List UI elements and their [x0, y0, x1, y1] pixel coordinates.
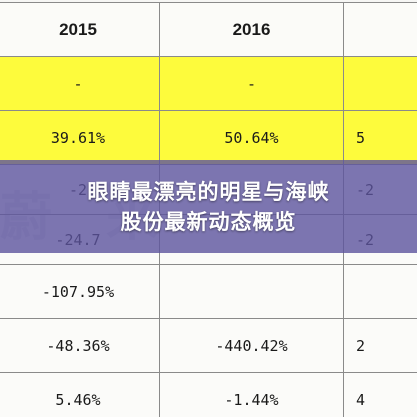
banner-title-line-2: 股份最新动态概览: [120, 209, 297, 234]
banner-title-line-1: 眼睛最漂亮的明星与海峡: [87, 179, 330, 204]
title-banner: 眼睛最漂亮的明星与海峡 股份最新动态概览: [0, 160, 417, 253]
table-cell: [343, 56, 417, 111]
table-cell: 5: [343, 110, 417, 165]
table-row: -107.95%: [0, 264, 417, 319]
table-cell: 4: [343, 372, 417, 417]
table-cell: [343, 264, 417, 319]
table-cell: -: [0, 56, 160, 111]
table-cell: -440.42%: [159, 318, 344, 373]
table-cell: 50.64%: [159, 110, 344, 165]
table-cell: -1.44%: [159, 372, 344, 417]
table-cell: -: [159, 56, 344, 111]
table-cell: 5.46%: [0, 372, 160, 417]
table-cell: -48.36%: [0, 318, 160, 373]
table-cell: 2: [343, 318, 417, 373]
table-header-row: 2015 2016: [0, 2, 417, 57]
header-cell-2016: 2016: [159, 2, 344, 57]
table-cell: [159, 264, 344, 319]
table-cell: 39.61%: [0, 110, 160, 165]
table-cell: -107.95%: [0, 264, 160, 319]
header-cell-2015: 2015: [0, 2, 160, 57]
table-row: -48.36% -440.42% 2: [0, 318, 417, 373]
table-row: - -: [0, 56, 417, 111]
header-cell-cut: [343, 2, 417, 57]
table-row: 5.46% -1.44% 4: [0, 372, 417, 417]
table-row: 39.61% 50.64% 5: [0, 110, 417, 165]
